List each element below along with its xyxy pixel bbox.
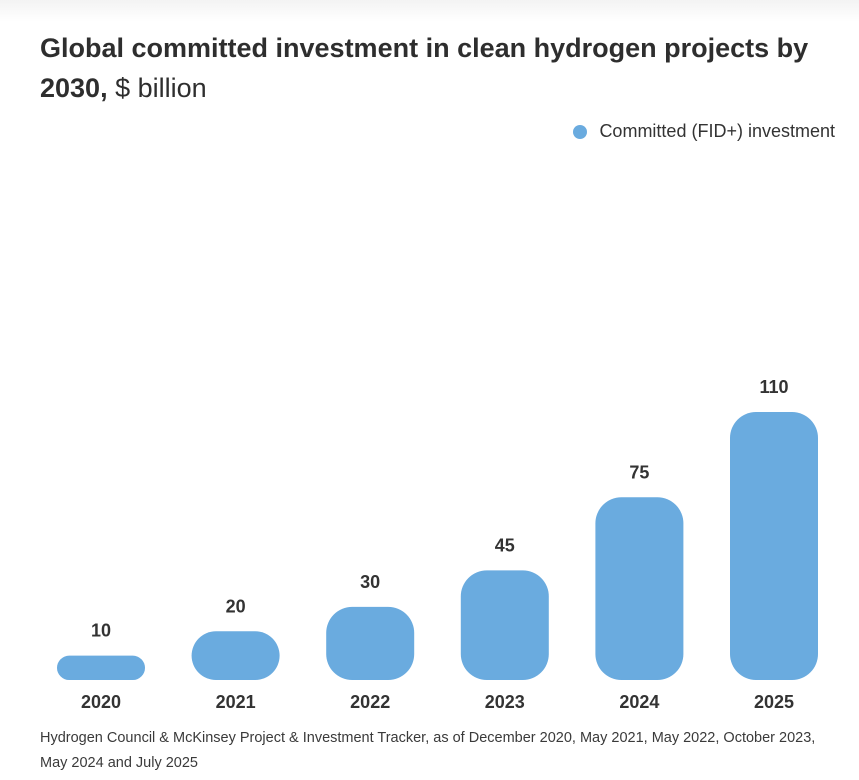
bar-2025 xyxy=(730,412,818,680)
x-tick-label-2020: 2020 xyxy=(81,692,121,712)
data-label-2022: 30 xyxy=(360,572,380,592)
chart-title-main: Global committed investment in clean hyd… xyxy=(40,33,809,103)
x-tick-label-2022: 2022 xyxy=(350,692,390,712)
chart-title: Global committed investment in clean hyd… xyxy=(40,28,840,108)
x-tick-label-2025: 2025 xyxy=(754,692,794,712)
legend-swatch xyxy=(573,124,588,139)
x-tick-label-2024: 2024 xyxy=(619,692,659,712)
x-tick-label-2021: 2021 xyxy=(216,692,256,712)
data-label-2024: 75 xyxy=(629,462,649,482)
chart-title-unit: $ billion xyxy=(115,73,207,103)
data-label-2021: 20 xyxy=(226,596,246,616)
x-tick-label-2023: 2023 xyxy=(485,692,525,712)
bar-2024 xyxy=(595,497,684,680)
top-fade xyxy=(0,0,859,22)
bar-2023 xyxy=(460,570,549,680)
legend-label: Committed (FID+) investment xyxy=(599,121,835,141)
bar-2022 xyxy=(326,606,415,680)
data-label-2023: 45 xyxy=(495,535,515,555)
source-note: Hydrogen Council & McKinsey Project & In… xyxy=(40,730,816,771)
data-label-2025: 110 xyxy=(759,377,788,397)
bar-2020 xyxy=(57,655,145,680)
bar-2021 xyxy=(191,631,280,680)
legend: Committed (FID+) investment xyxy=(573,121,835,142)
data-label-2020: 10 xyxy=(91,621,111,641)
